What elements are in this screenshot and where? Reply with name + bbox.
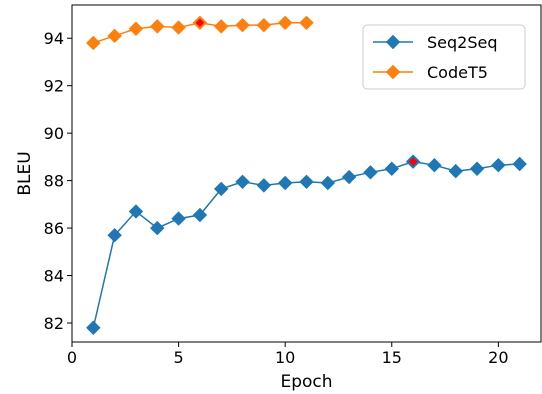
- axes-layer: 0 5 10 15 20 82 84 86 88 90 92 94 Epoch BLEU: [15, 4, 542, 392]
- x-tick-label: 10: [275, 348, 295, 367]
- series-codet5: [86, 15, 314, 51]
- data-point: [107, 28, 122, 44]
- legend-box: [362, 24, 526, 90]
- data-point: [128, 204, 144, 219]
- data-point: [277, 15, 293, 31]
- x-tick-label: 5: [173, 348, 183, 367]
- data-point: [150, 220, 165, 236]
- y-tick-label: 90: [44, 124, 64, 143]
- data-point: [150, 19, 165, 34]
- legend-label: CodeT5: [427, 63, 488, 82]
- data-point: [171, 211, 186, 226]
- data-point: [128, 21, 144, 36]
- y-axis-label: BLEU: [15, 151, 35, 195]
- data-point: [512, 156, 527, 172]
- data-point: [491, 157, 506, 173]
- x-tick-label: 20: [488, 348, 508, 367]
- data-point: [320, 175, 336, 191]
- data-point: [214, 19, 229, 34]
- series-layer: [86, 15, 527, 335]
- series-seq2seq: [86, 154, 527, 335]
- data-point: [469, 161, 485, 176]
- data-point: [214, 181, 229, 197]
- data-point: [256, 17, 272, 33]
- legend: Seq2Seq CodeT5: [362, 24, 526, 90]
- data-point: [277, 175, 293, 191]
- y-tick-label: 92: [44, 77, 64, 96]
- legend-entry-seq2seq: Seq2Seq: [373, 33, 498, 52]
- x-axis-label: Epoch: [280, 372, 332, 392]
- y-tick-label: 86: [44, 219, 64, 238]
- data-point: [427, 157, 442, 173]
- legend-entry-codet5: CodeT5: [373, 63, 488, 82]
- data-point: [192, 207, 208, 223]
- y-tick-label: 94: [44, 29, 64, 48]
- highlight-point: [195, 18, 205, 28]
- legend-label: Seq2Seq: [427, 33, 498, 52]
- legend-marker: [385, 34, 401, 50]
- data-point: [384, 161, 399, 176]
- legend-marker: [385, 64, 401, 80]
- data-point: [256, 178, 272, 193]
- data-point: [235, 174, 250, 190]
- x-tick-label: 0: [67, 348, 77, 367]
- data-point: [86, 320, 101, 335]
- data-point: [171, 20, 186, 35]
- data-point: [235, 17, 250, 33]
- y-tick-label: 84: [44, 267, 64, 286]
- highlight-point: [408, 157, 418, 166]
- y-tick-label: 88: [44, 172, 64, 191]
- data-point: [107, 227, 122, 243]
- x-tick-label: 15: [382, 348, 402, 367]
- data-point: [299, 15, 314, 31]
- data-point: [363, 165, 378, 180]
- data-point: [299, 174, 314, 190]
- plot-frame: [71, 4, 542, 343]
- data-point: [86, 35, 101, 51]
- y-tick-label: 82: [44, 314, 64, 333]
- data-point: [448, 163, 463, 179]
- data-point: [341, 169, 357, 185]
